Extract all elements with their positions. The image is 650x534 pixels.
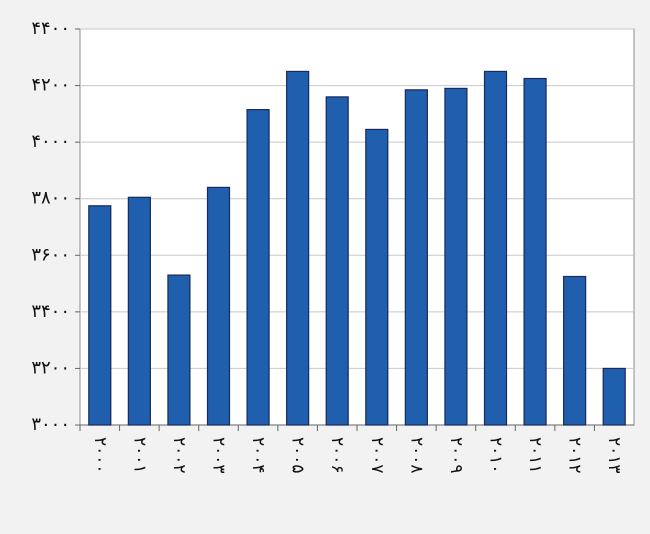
bar <box>523 77 547 426</box>
y-tick-label: ۳۰۰۰ <box>31 414 70 435</box>
bar <box>483 70 508 426</box>
x-tick-label: ۲۰۰۲ <box>169 437 189 474</box>
y-tick-label: ۴۴۰۰ <box>31 18 70 39</box>
x-tick-label: ۲۰۰۳ <box>209 437 229 474</box>
x-tick-label: ۲۰۰۷ <box>367 437 387 474</box>
x-tick-label: ۲۰۰۴ <box>248 437 268 474</box>
x-tick-label: ۲۰۰۹ <box>446 437 466 474</box>
bar <box>206 186 231 426</box>
bar <box>602 367 626 426</box>
x-tick-label: ۲۰۰۸ <box>406 437 426 474</box>
bar <box>286 70 310 426</box>
x-tick-label: ۲۰۰۵ <box>288 437 308 474</box>
x-tick-label: ۲۰۱۰ <box>486 437 506 474</box>
x-tick-label: ۲۰۱۳ <box>604 437 624 474</box>
bar <box>127 196 151 426</box>
bar <box>325 96 349 426</box>
bar <box>167 274 191 426</box>
x-tick-label: ۲۰۰۱ <box>129 437 149 474</box>
y-tick-label: ۳۴۰۰ <box>31 301 70 322</box>
y-tick-label: ۴۲۰۰ <box>31 75 70 96</box>
y-tick-label: ۴۰۰۰ <box>31 131 70 152</box>
bar <box>88 205 112 426</box>
x-tick-label: ۲۰۱۲ <box>565 437 585 474</box>
bar <box>563 275 587 426</box>
x-tick-label: ۲۰۰۶ <box>327 437 347 474</box>
plot-area <box>79 28 635 426</box>
y-tick-label: ۳۲۰۰ <box>31 357 70 378</box>
bar <box>246 109 270 426</box>
bar <box>404 89 428 426</box>
y-tick-label: ۳۸۰۰ <box>31 188 70 209</box>
x-tick-label: ۲۰۱۱ <box>525 437 545 474</box>
bar <box>444 87 468 426</box>
bar <box>365 128 389 426</box>
y-tick-label: ۳۶۰۰ <box>31 244 70 265</box>
x-tick-label: ۲۰۰۰ <box>90 437 110 474</box>
